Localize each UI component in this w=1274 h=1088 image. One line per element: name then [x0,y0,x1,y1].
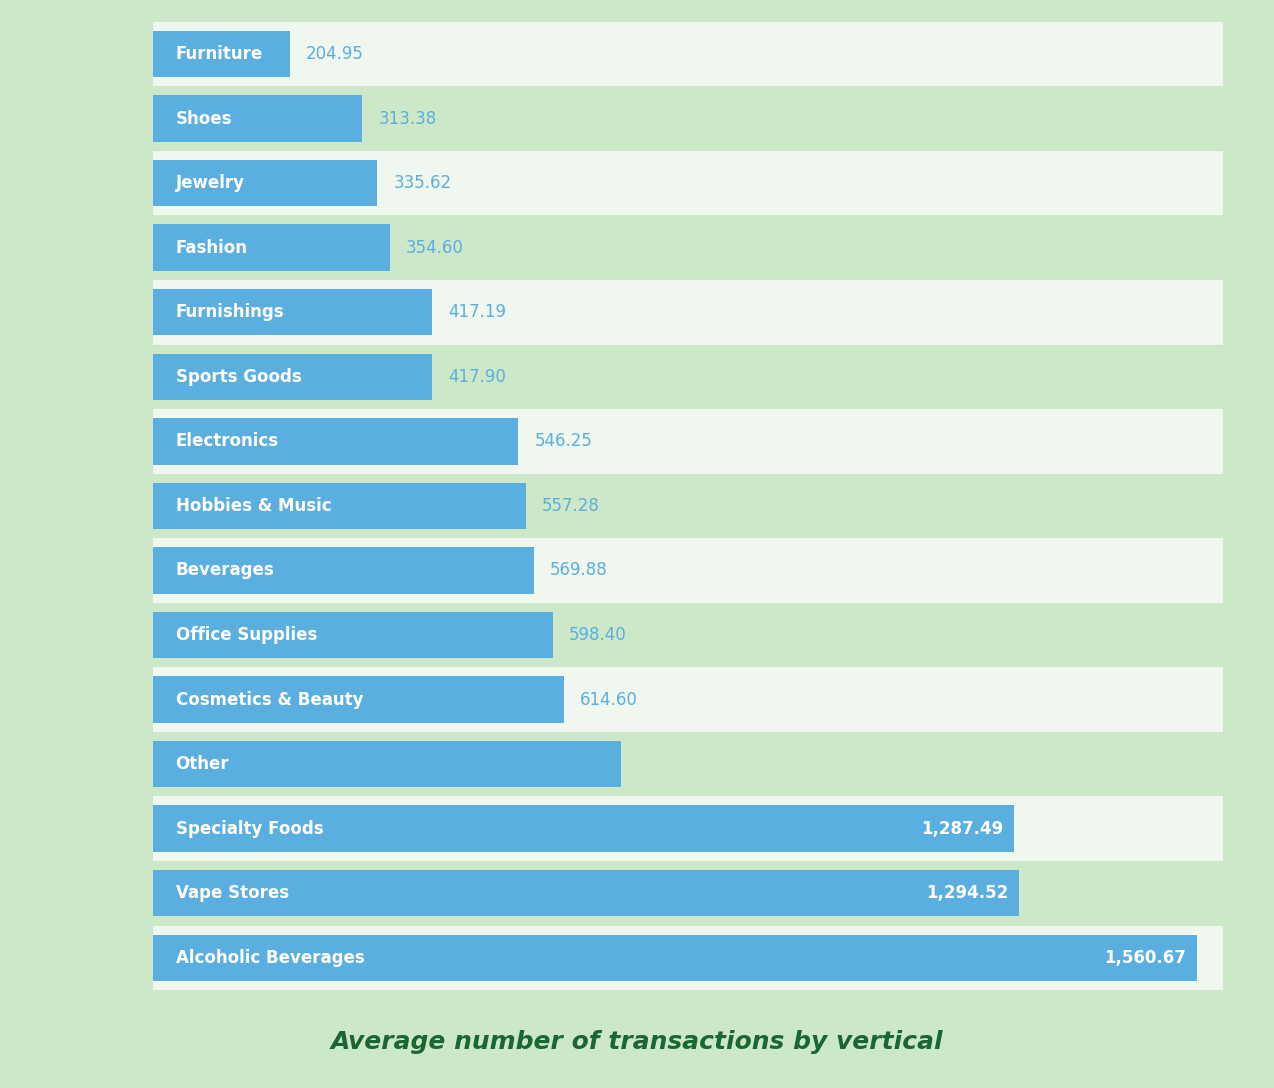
Bar [153,354,432,400]
Bar [153,473,1223,539]
Bar [153,539,1223,603]
Text: Specialty Foods: Specialty Foods [176,819,324,838]
Text: Alcoholic Beverages: Alcoholic Beverages [176,949,364,967]
Bar [153,96,363,141]
Text: 204.95: 204.95 [306,45,364,63]
Bar [153,215,1223,280]
Bar [153,547,534,594]
Bar [153,861,1223,926]
Text: Office Supplies: Office Supplies [176,626,317,644]
Bar [153,732,1223,796]
Text: 1,294.52: 1,294.52 [926,885,1008,902]
Text: Shoes: Shoes [176,110,232,127]
Text: 598.40: 598.40 [569,626,627,644]
Bar [153,603,1223,667]
Text: 417.19: 417.19 [448,304,506,321]
Bar [153,611,553,658]
Text: Beverages: Beverages [176,561,274,580]
Bar [153,796,1223,861]
Bar [153,805,1014,852]
Text: Furniture: Furniture [176,45,262,63]
Text: 1,560.67: 1,560.67 [1105,949,1186,967]
Text: Cosmetics & Beauty: Cosmetics & Beauty [176,691,363,708]
Text: 417.90: 417.90 [448,368,506,386]
Text: 614.60: 614.60 [580,691,638,708]
Bar [153,483,526,529]
Bar [153,418,519,465]
Text: 354.60: 354.60 [406,238,464,257]
Bar [153,151,1223,215]
Bar [153,280,1223,345]
Text: Electronics: Electronics [176,432,279,450]
Text: Hobbies & Music: Hobbies & Music [176,497,331,515]
Bar [153,667,1223,732]
Text: 546.25: 546.25 [534,432,592,450]
Text: 569.88: 569.88 [550,561,608,580]
Text: Average number of transactions by vertical: Average number of transactions by vertic… [331,1029,943,1053]
Text: 335.62: 335.62 [394,174,451,193]
Bar [153,22,1223,86]
Bar [153,935,1196,981]
Text: Sports Goods: Sports Goods [176,368,302,386]
Bar [153,926,1223,990]
Bar [153,30,290,77]
Text: 557.28: 557.28 [541,497,600,515]
Text: 313.38: 313.38 [378,110,437,127]
Text: Other: Other [176,755,229,774]
Bar [153,409,1223,473]
Text: Furnishings: Furnishings [176,304,284,321]
Bar [153,224,390,271]
Bar [153,677,564,722]
Bar [153,741,622,788]
Text: Fashion: Fashion [176,238,247,257]
Bar [153,870,1019,916]
Bar [153,160,377,207]
Bar [153,86,1223,151]
Text: 1,287.49: 1,287.49 [921,819,1004,838]
Bar [153,289,432,335]
Text: Jewelry: Jewelry [176,174,245,193]
Text: Vape Stores: Vape Stores [176,885,289,902]
Bar [153,345,1223,409]
